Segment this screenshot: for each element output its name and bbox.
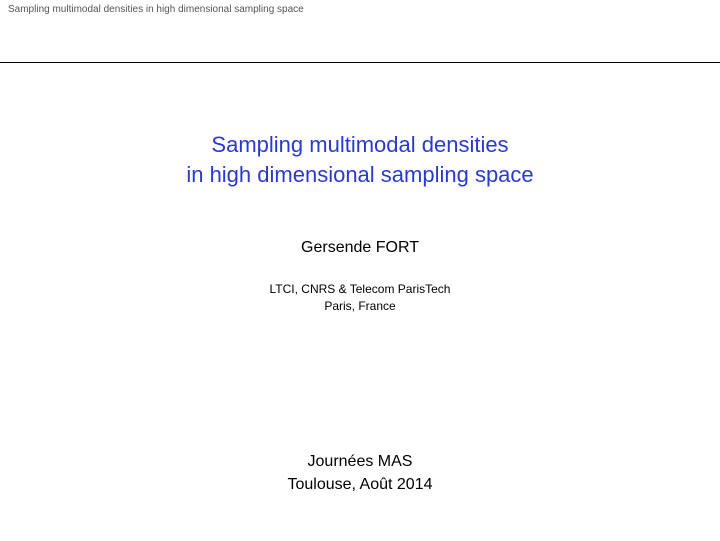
slide-title-line2: in high dimensional sampling space xyxy=(0,160,720,190)
conference-line1: Journées MAS xyxy=(0,451,720,473)
slide-title-line1: Sampling multimodal densities xyxy=(0,130,720,160)
affiliation-line1: LTCI, CNRS & Telecom ParisTech xyxy=(0,281,720,297)
conference-block: Journées MAS Toulouse, Août 2014 xyxy=(0,451,720,496)
title-block: Sampling multimodal densities in high di… xyxy=(0,130,720,314)
header-divider xyxy=(0,62,720,63)
conference-line2: Toulouse, Août 2014 xyxy=(0,474,720,496)
affiliation-line2: Paris, France xyxy=(0,298,720,314)
affiliation-block: LTCI, CNRS & Telecom ParisTech Paris, Fr… xyxy=(0,281,720,313)
running-title-text: Sampling multimodal densities in high di… xyxy=(8,4,304,15)
running-header: Sampling multimodal densities in high di… xyxy=(0,0,720,22)
author-name: Gersende FORT xyxy=(0,239,720,257)
